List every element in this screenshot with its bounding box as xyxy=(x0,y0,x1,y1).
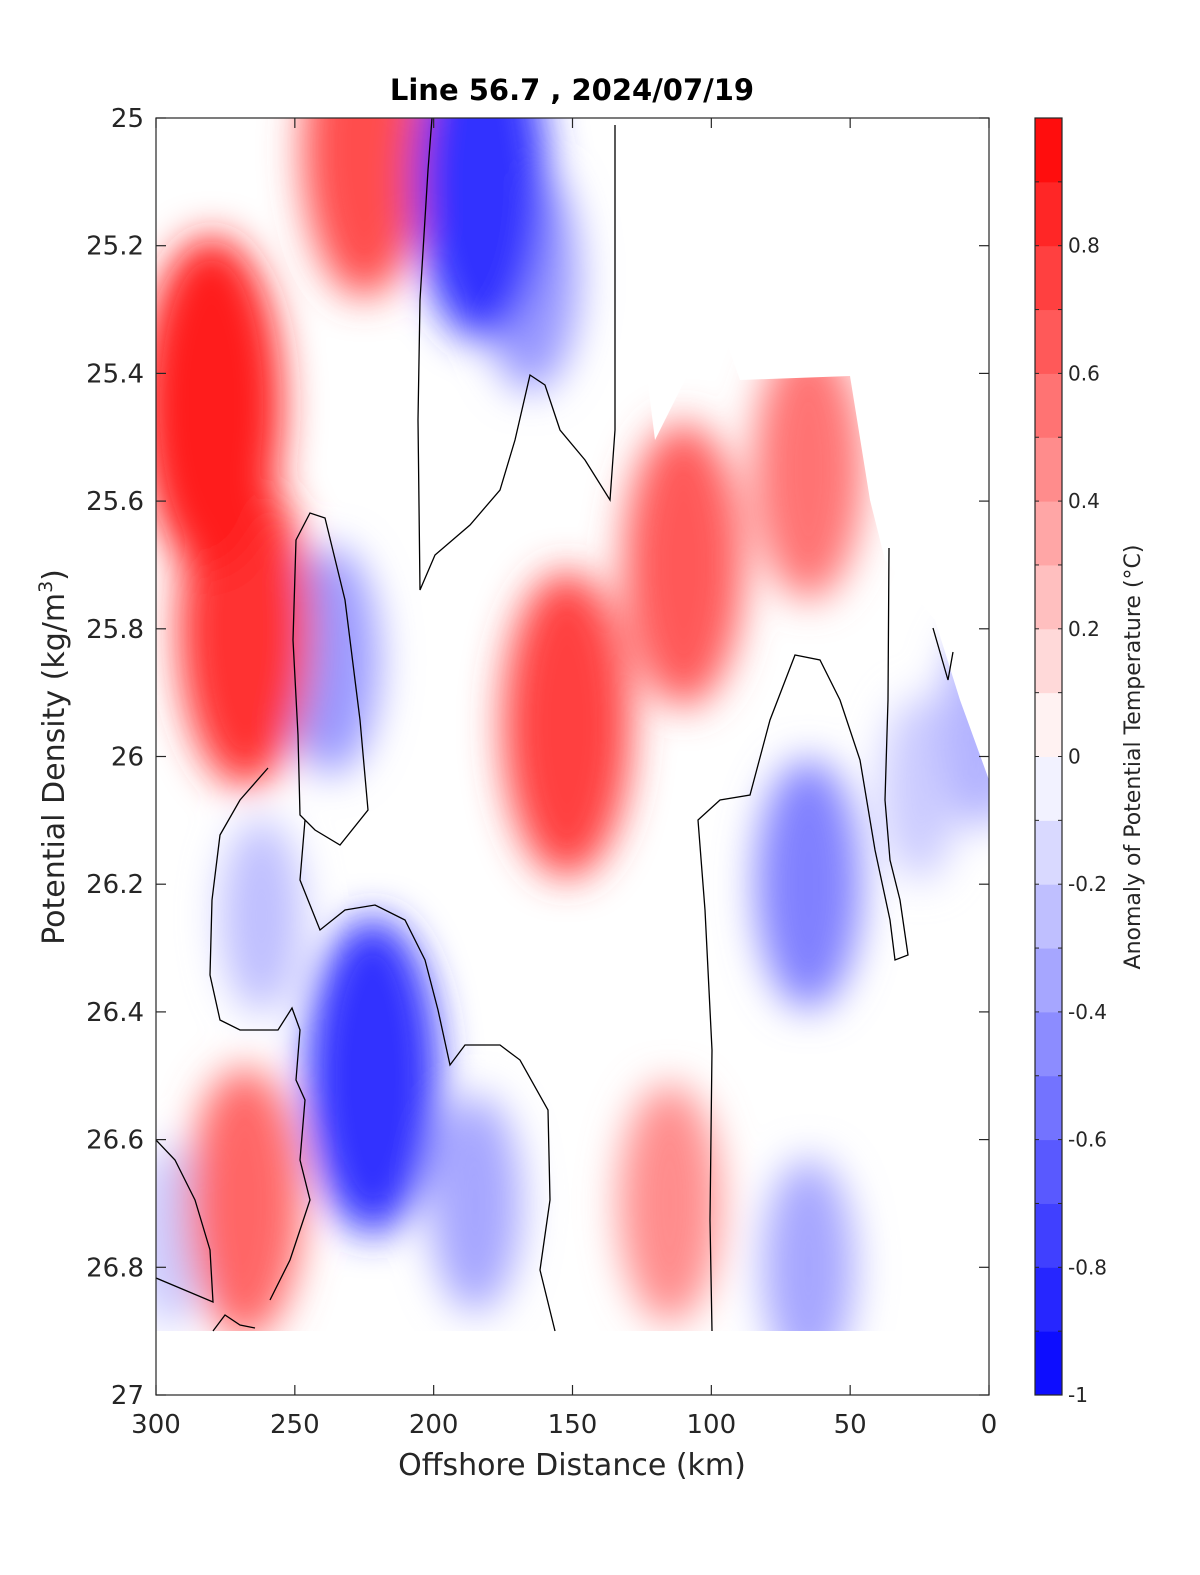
x-tick-label: 50 xyxy=(834,1410,867,1440)
y-tick-label: 25.4 xyxy=(86,359,144,389)
anomaly-feature xyxy=(756,759,862,1010)
plot-area: 300 250 200 150 100 50 0 2525.225.425.625.8262… xyxy=(86,104,997,1440)
colorbar-band xyxy=(1035,309,1062,374)
chart-title: Line 56.7 , 2024/07/19 xyxy=(390,73,754,107)
colorbar-band xyxy=(1035,245,1062,311)
y-tick-label: 25.6 xyxy=(86,487,144,517)
colorbar-tick-label: 0.2 xyxy=(1068,617,1100,641)
colorbar-band xyxy=(1035,628,1062,694)
colorbar-band xyxy=(1035,948,1062,1013)
y-tick-label: 26.4 xyxy=(86,998,144,1028)
colorbar-band xyxy=(1035,692,1062,757)
colorbar-tick-label: 0.6 xyxy=(1068,361,1100,385)
colorbar-band xyxy=(1035,1139,1062,1204)
anomaly-feature xyxy=(503,572,631,878)
colorbar-tick-label: -1 xyxy=(1068,1383,1088,1407)
anomaly-feature xyxy=(414,118,547,340)
colorbar-band xyxy=(1035,181,1062,247)
y-tick-label: 25.8 xyxy=(86,615,144,645)
colorbar-band xyxy=(1035,437,1062,502)
colorbar-band xyxy=(1035,884,1062,949)
x-tick-label: 150 xyxy=(548,1410,598,1440)
y-tick-label: 26 xyxy=(111,743,144,773)
anomaly-feature xyxy=(762,1158,855,1331)
x-axis-ticks: 300 250 200 150 100 50 0 xyxy=(131,118,997,1440)
colorbar-bands xyxy=(1035,118,1062,1396)
y-axis-label: Potential Density (kg/m3) xyxy=(35,569,72,945)
colorbar-tick-label: -0.8 xyxy=(1068,1255,1107,1279)
y-axis-label-superscript: 3 xyxy=(35,581,57,593)
x-axis-label: Offshore Distance (km) xyxy=(398,1448,746,1483)
anomaly-feature xyxy=(429,1094,522,1312)
zero-contour-line xyxy=(932,627,954,681)
zero-contour-line xyxy=(417,118,616,591)
colorbar-label: Anomaly of Potential Temperature (°C) xyxy=(1121,545,1146,970)
anomaly-feature xyxy=(187,1067,302,1331)
colorbar-band xyxy=(1035,1011,1062,1077)
y-tick-label: 26.8 xyxy=(86,1253,144,1283)
x-tick-label: 100 xyxy=(687,1410,737,1440)
colorbar-band xyxy=(1035,1203,1062,1268)
colorbar-tick-label: -0.4 xyxy=(1068,1000,1107,1024)
zero-contour-line xyxy=(209,767,311,1301)
colorbar-tick-label: 0.8 xyxy=(1068,234,1100,258)
x-tick-label: 300 xyxy=(131,1410,181,1440)
zero-contour-line xyxy=(292,512,369,846)
y-tick-label: 26.2 xyxy=(86,870,144,900)
x-tick-label: 250 xyxy=(270,1410,320,1440)
y-tick-label: 25.2 xyxy=(86,232,144,262)
colorbar-tick-label: 0 xyxy=(1068,745,1081,769)
zero-contour-line xyxy=(156,1139,214,1304)
anomaly-feature xyxy=(619,1083,720,1323)
colorbar-band xyxy=(1035,501,1062,566)
zero-contour-line xyxy=(212,1314,256,1332)
zero-contours xyxy=(156,118,954,1332)
anomaly-feature xyxy=(156,236,283,575)
y-axis-ticks: 25 25.2 25.4 25.6 25.8 26 26.2 26.4 26.6 26.8 27 xyxy=(86,104,989,1411)
zero-contour-line xyxy=(299,819,556,1332)
anomaly-feature xyxy=(624,423,743,707)
colorbar-band xyxy=(1035,756,1062,821)
anomaly-feature xyxy=(880,696,959,881)
colorbar-tick-label: 0.4 xyxy=(1068,489,1100,513)
x-tick-label: 200 xyxy=(409,1410,459,1440)
colorbar-ticks: 0.8 0.6 0.4 0.2 0 -0.2 -0.4 -0.6 -0.8 -1 xyxy=(1035,117,1107,1407)
zero-contour-line xyxy=(697,547,909,1332)
y-tick-label: 27 xyxy=(111,1381,144,1411)
colorbar-band xyxy=(1035,1331,1062,1396)
anomaly-feature xyxy=(753,338,864,600)
colorbar-band xyxy=(1035,1267,1062,1332)
anomaly-feature xyxy=(220,818,303,1014)
colorbar-tick-label: -0.2 xyxy=(1068,872,1107,896)
y-tick-label: 25 xyxy=(111,104,144,134)
colorbar-band xyxy=(1035,118,1062,183)
y-axis-label-close: ) xyxy=(37,569,72,581)
colorbar-band xyxy=(1035,1075,1062,1141)
anomaly-feature xyxy=(302,118,426,297)
y-tick-label: 26.6 xyxy=(86,1126,144,1156)
colorbar-band xyxy=(1035,373,1062,438)
colorbar-band xyxy=(1035,564,1062,630)
anomaly-feature xyxy=(306,917,439,1234)
colorbar: 0.8 0.6 0.4 0.2 0 -0.2 -0.4 -0.6 -0.8 -1 Anomaly … xyxy=(1034,117,1146,1407)
y-axis-label-main: Potential Density (kg/m xyxy=(37,593,72,945)
colorbar-band xyxy=(1035,820,1062,885)
x-tick-label: 0 xyxy=(981,1410,998,1440)
colorbar-tick-label: -0.6 xyxy=(1068,1128,1107,1152)
